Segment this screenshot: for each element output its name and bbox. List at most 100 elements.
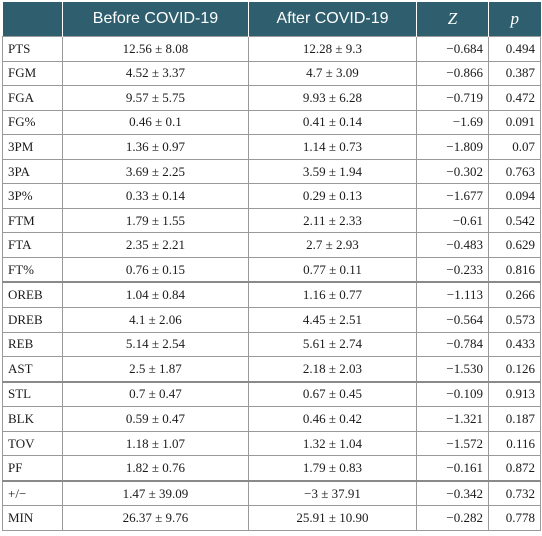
cell-after-covid: 4.7 ± 3.09 — [248, 60, 417, 87]
table-row: 3PA 3.69 ± 2.25 3.59 ± 1.94 −0.302 0.763 — [2, 158, 541, 185]
cell-p: 0.494 — [488, 36, 541, 62]
table-row: TOV 1.18 ± 1.07 1.32 ± 1.04 −1.572 0.116 — [2, 430, 541, 457]
cell-before-covid: 0.76 ± 0.15 — [62, 256, 249, 283]
cell-p: 0.913 — [488, 380, 541, 408]
table-row: FTM 1.79 ± 1.55 2.11 ± 2.33 −0.61 0.542 — [2, 207, 541, 234]
cell-before-covid: 26.37 ± 9.76 — [62, 505, 249, 531]
cell-z: −0.161 — [416, 455, 489, 482]
table-row: STL 0.7 ± 0.47 0.67 ± 0.45 −0.109 0.913 — [2, 380, 541, 408]
cell-metric: 3PA — [2, 158, 63, 185]
cell-p: 0.266 — [488, 281, 541, 309]
cell-metric: FTA — [2, 232, 63, 258]
table-row: REB 5.14 ± 2.54 5.61 ± 2.74 −0.784 0.433 — [2, 331, 541, 358]
cell-after-covid: 12.28 ± 9.3 — [248, 36, 417, 62]
cell-before-covid: 0.7 ± 0.47 — [62, 380, 249, 408]
cell-before-covid: 4.52 ± 3.37 — [62, 60, 249, 87]
cell-z: −1.572 — [416, 430, 489, 457]
cell-z: −0.684 — [416, 36, 489, 62]
cell-before-covid: 4.1 ± 2.06 — [62, 307, 249, 333]
cell-metric: +/− — [2, 479, 63, 507]
cell-z: −0.866 — [416, 60, 489, 87]
cell-after-covid: 4.45 ± 2.51 — [248, 307, 417, 333]
cell-p: 0.778 — [488, 505, 541, 531]
cell-after-covid: 1.32 ± 1.04 — [248, 430, 417, 457]
cell-after-covid: 3.59 ± 1.94 — [248, 158, 417, 185]
cell-metric: FGA — [2, 85, 63, 111]
cell-before-covid: 0.46 ± 0.1 — [62, 109, 249, 136]
cell-z: −0.342 — [416, 479, 489, 507]
cell-metric: 3PM — [2, 134, 63, 160]
table-row: PF 1.82 ± 0.76 1.79 ± 0.83 −0.161 0.872 — [2, 455, 541, 482]
table-row: PTS 12.56 ± 8.08 12.28 ± 9.3 −0.684 0.494 — [2, 36, 541, 62]
cell-p: 0.091 — [488, 109, 541, 136]
cell-p: 0.116 — [488, 430, 541, 457]
table-header: Before COVID-19 After COVID-19 Z p — [2, 2, 541, 37]
cell-z: −0.784 — [416, 331, 489, 358]
cell-before-covid: 0.33 ± 0.14 — [62, 183, 249, 209]
cell-before-covid: 2.35 ± 2.21 — [62, 232, 249, 258]
cell-before-covid: 9.57 ± 5.75 — [62, 85, 249, 111]
cell-z: −0.282 — [416, 505, 489, 531]
cell-before-covid: 1.79 ± 1.55 — [62, 207, 249, 234]
cell-metric: FG% — [2, 109, 63, 136]
header-z: Z — [416, 2, 489, 37]
cell-metric: AST — [2, 356, 63, 383]
cell-after-covid: 0.77 ± 0.11 — [248, 256, 417, 283]
table-row: FT% 0.76 ± 0.15 0.77 ± 0.11 −0.233 0.816 — [2, 256, 541, 283]
cell-p: 0.629 — [488, 232, 541, 258]
cell-metric: PF — [2, 455, 63, 482]
table-row: FGA 9.57 ± 5.75 9.93 ± 6.28 −0.719 0.472 — [2, 85, 541, 111]
cell-p: 0.573 — [488, 307, 541, 333]
cell-before-covid: 5.14 ± 2.54 — [62, 331, 249, 358]
cell-before-covid: 1.82 ± 0.76 — [62, 455, 249, 482]
cell-z: −1.809 — [416, 134, 489, 160]
cell-metric: FTM — [2, 207, 63, 234]
table-row: BLK 0.59 ± 0.47 0.46 ± 0.42 −1.321 0.187 — [2, 406, 541, 432]
cell-after-covid: 0.67 ± 0.45 — [248, 380, 417, 408]
cell-p: 0.763 — [488, 158, 541, 185]
cell-p: 0.732 — [488, 479, 541, 507]
cell-after-covid: 2.11 ± 2.33 — [248, 207, 417, 234]
cell-z: −1.530 — [416, 356, 489, 383]
cell-metric: OREB — [2, 281, 63, 309]
cell-z: −0.302 — [416, 158, 489, 185]
cell-p: 0.542 — [488, 207, 541, 234]
cell-after-covid: 0.46 ± 0.42 — [248, 406, 417, 432]
table-row: FTA 2.35 ± 2.21 2.7 ± 2.93 −0.483 0.629 — [2, 232, 541, 258]
cell-p: 0.07 — [488, 134, 541, 160]
header-p: p — [488, 2, 541, 37]
cell-after-covid: 25.91 ± 10.90 — [248, 505, 417, 531]
cell-metric: DREB — [2, 307, 63, 333]
cell-metric: PTS — [2, 36, 63, 62]
table-row: MIN 26.37 ± 9.76 25.91 ± 10.90 −0.282 0.778 — [2, 505, 541, 531]
cell-after-covid: 5.61 ± 2.74 — [248, 331, 417, 358]
cell-after-covid: 2.18 ± 2.03 — [248, 356, 417, 383]
cell-p: 0.472 — [488, 85, 541, 111]
cell-metric: BLK — [2, 406, 63, 432]
cell-after-covid: 1.14 ± 0.73 — [248, 134, 417, 160]
cell-z: −0.233 — [416, 256, 489, 283]
table-row: DREB 4.1 ± 2.06 4.45 ± 2.51 −0.564 0.573 — [2, 307, 541, 333]
cell-p: 0.872 — [488, 455, 541, 482]
cell-after-covid: 1.79 ± 0.83 — [248, 455, 417, 482]
cell-before-covid: 12.56 ± 8.08 — [62, 36, 249, 62]
cell-metric: STL — [2, 380, 63, 408]
cell-metric: MIN — [2, 505, 63, 531]
table-row: +/− 1.47 ± 39.09 −3 ± 37.91 −0.342 0.732 — [2, 479, 541, 507]
cell-metric: 3P% — [2, 183, 63, 209]
cell-metric: REB — [2, 331, 63, 358]
table-row: 3PM 1.36 ± 0.97 1.14 ± 0.73 −1.809 0.07 — [2, 134, 541, 160]
cell-z: −1.113 — [416, 281, 489, 309]
table-row: FG% 0.46 ± 0.1 0.41 ± 0.14 −1.69 0.091 — [2, 109, 541, 136]
cell-z: −1.677 — [416, 183, 489, 209]
cell-p: 0.126 — [488, 356, 541, 383]
cell-before-covid: 3.69 ± 2.25 — [62, 158, 249, 185]
cell-p: 0.094 — [488, 183, 541, 209]
cell-before-covid: 0.59 ± 0.47 — [62, 406, 249, 432]
header-row: Before COVID-19 After COVID-19 Z p — [2, 2, 541, 37]
cell-after-covid: 0.41 ± 0.14 — [248, 109, 417, 136]
table-row: 3P% 0.33 ± 0.14 0.29 ± 0.13 −1.677 0.094 — [2, 183, 541, 209]
header-after-covid: After COVID-19 — [248, 2, 417, 37]
cell-metric: FGM — [2, 60, 63, 87]
